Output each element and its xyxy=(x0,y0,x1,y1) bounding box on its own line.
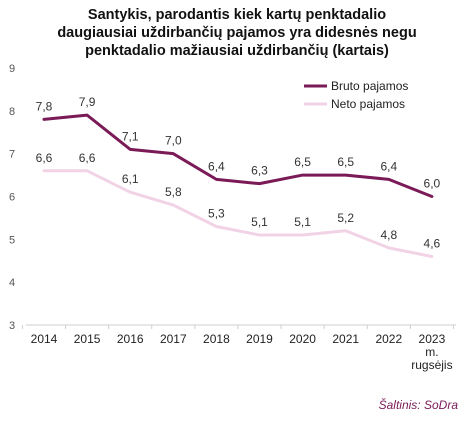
chart-title-line-1: Santykis, parodantis kiek kartų penktada… xyxy=(87,7,387,23)
y-tick-label: 5 xyxy=(9,234,15,246)
x-tick-label: 2021 xyxy=(332,332,359,346)
x-tick-label: 2014 xyxy=(31,332,58,346)
x-tick-label: 2023 m. rugsėjis xyxy=(411,332,452,372)
y-tick-label: 7 xyxy=(9,149,15,161)
data-label: 6,6 xyxy=(79,151,96,165)
data-label: 6,5 xyxy=(294,155,311,169)
chart-title-line-2: daugiausiai uždirbančių pajamos yra dide… xyxy=(57,25,417,41)
data-label: 6,4 xyxy=(208,159,225,173)
data-label: 7,9 xyxy=(79,95,96,109)
data-label: 7,0 xyxy=(165,134,182,148)
x-tick-label: 2016 xyxy=(117,332,144,346)
data-label: 6,0 xyxy=(424,177,441,191)
x-axis: 2014 2015 2016 2017 2018 2019 2020 2021 2022 2023… xyxy=(21,324,456,372)
series-line xyxy=(42,169,434,258)
data-label: 6,3 xyxy=(251,164,268,178)
data-label: 6,5 xyxy=(337,155,354,169)
legend-label: Bruto pajamos xyxy=(331,79,408,93)
data-label: 5,8 xyxy=(165,185,182,199)
data-label: 6,1 xyxy=(122,172,139,186)
y-tick-label: 6 xyxy=(9,192,15,204)
data-label: 5,1 xyxy=(251,215,268,229)
y-tick-label: 4 xyxy=(9,277,15,289)
data-label: 5,1 xyxy=(294,215,311,229)
chart-title: Santykis, parodantis kiek kartų penktada… xyxy=(10,6,464,60)
chart-title-line-3: penktadalio mažiausiai uždirbančių (kart… xyxy=(85,43,389,59)
legend: Bruto pajamos Neto pajamos xyxy=(304,79,408,111)
source-note: Šaltinis: SoDra xyxy=(378,398,458,412)
series-line xyxy=(42,113,434,198)
x-tick-label: 2022 xyxy=(375,332,402,346)
y-tick-label: 3 xyxy=(9,320,15,332)
data-label: 7,1 xyxy=(122,129,139,143)
y-tick-label: 9 xyxy=(9,63,15,75)
y-tick-label: 8 xyxy=(9,106,15,118)
x-tick-label: 2020 xyxy=(289,332,316,346)
data-label: 7,8 xyxy=(36,99,53,113)
x-tick-label: 2017 xyxy=(160,332,187,346)
legend-label: Neto pajamos xyxy=(331,97,405,111)
x-tick-label: 2018 xyxy=(203,332,230,346)
y-axis: 3 4 5 6 7 8 9 xyxy=(9,63,15,332)
data-label: 4,6 xyxy=(424,236,441,250)
data-label: 6,4 xyxy=(380,159,397,173)
data-label: 5,2 xyxy=(337,211,354,225)
data-label: 4,8 xyxy=(380,228,397,242)
data-label: 6,6 xyxy=(36,151,53,165)
x-tick-label: 2019 xyxy=(246,332,273,346)
series-layer: 7,8 7,9 7,1 7,0 6,4 6,3 6,5 6,5 6,4 6,0 6,6 6,6 6,1 5… xyxy=(36,95,441,258)
x-tick-label: 2015 xyxy=(74,332,101,346)
data-label: 5,3 xyxy=(208,206,225,220)
